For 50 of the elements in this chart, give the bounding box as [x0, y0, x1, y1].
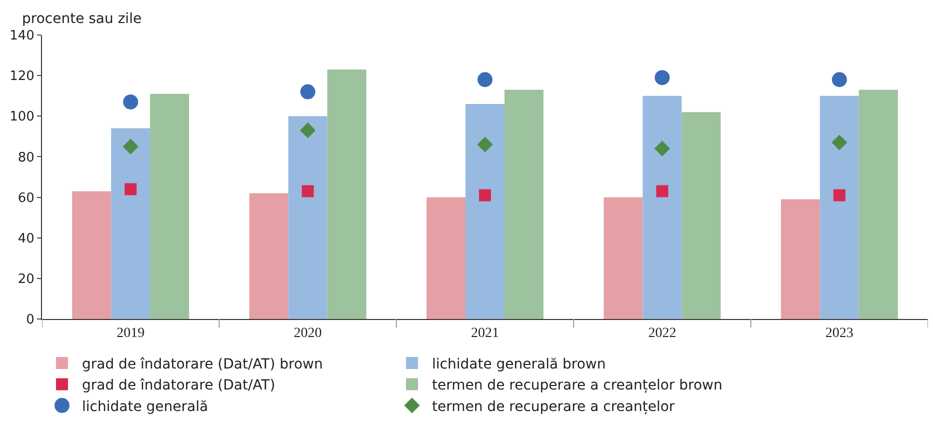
bar [642, 96, 682, 319]
bar [327, 69, 366, 319]
y-tick-label: 120 [10, 69, 34, 84]
point [654, 70, 670, 86]
bar [858, 90, 898, 319]
x-tick-label: 2022 [648, 326, 676, 341]
point [300, 84, 316, 100]
x-tick-label: 2021 [471, 326, 499, 341]
bar [820, 96, 859, 319]
point [122, 138, 138, 154]
x-tick-label: 2023 [825, 326, 854, 341]
point [833, 189, 846, 202]
y-tick-label: 0 [26, 312, 34, 328]
bar [466, 104, 504, 319]
point [832, 72, 847, 88]
bar [780, 199, 820, 319]
bar [504, 90, 544, 319]
bar [111, 128, 150, 319]
point [832, 134, 848, 150]
x-tick-label: 2019 [116, 326, 145, 341]
point [300, 122, 316, 138]
point [477, 136, 493, 152]
y-tick-label: 100 [10, 110, 34, 125]
legend-label: termen de recuperare a creanțelor brown [432, 378, 722, 394]
y-tick-label: 60 [18, 190, 34, 206]
point [124, 183, 137, 196]
legend-label: grad de îndatorare (Dat/AT) [82, 378, 276, 394]
point [656, 185, 668, 198]
bar [72, 191, 112, 319]
bar [426, 197, 466, 319]
legend-label: lichidate generală [82, 398, 208, 415]
y-tick-label: 40 [18, 231, 34, 246]
point [123, 94, 138, 110]
bar [682, 112, 721, 319]
point [302, 185, 314, 198]
legend-label: termen de recuperare a creanțelor [432, 398, 675, 415]
y-tick-label: 140 [10, 28, 34, 44]
bar [249, 193, 288, 319]
x-tick-label: 2020 [294, 326, 322, 341]
point [654, 140, 670, 156]
point [478, 72, 492, 88]
y-tick-label: 20 [18, 272, 34, 287]
legend-label: lichidate generală brown [432, 356, 606, 372]
y-tick-label: 80 [18, 150, 34, 166]
bar [150, 94, 190, 319]
bar [288, 116, 328, 319]
point [479, 189, 491, 202]
bar [604, 197, 643, 319]
y-axis-title: procente sau zile [22, 11, 142, 27]
legend-label: grad de îndatorare (Dat/AT) brown [82, 356, 323, 372]
